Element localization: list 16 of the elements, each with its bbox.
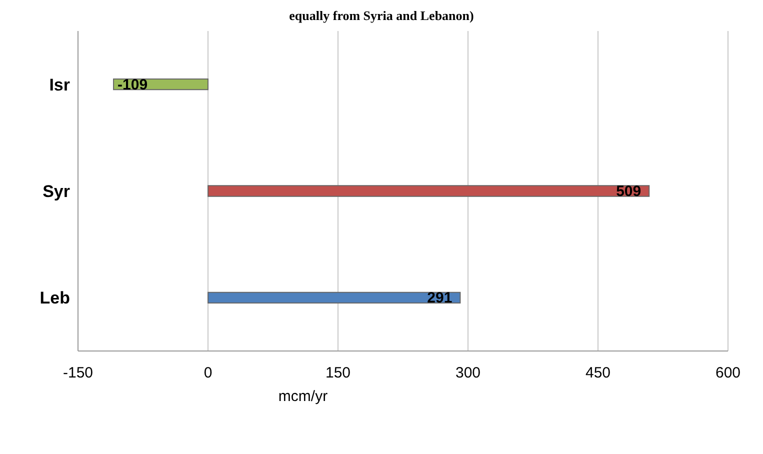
x-tick-label: 150 — [325, 364, 351, 382]
y-tick-label: Isr — [49, 75, 70, 94]
x-tick-label: 450 — [585, 364, 611, 382]
data-label: 291 — [427, 290, 452, 307]
x-tick-label: 0 — [204, 364, 212, 382]
x-tick-label: -150 — [62, 364, 94, 382]
y-tick-label: Syr — [42, 182, 70, 202]
x-tick-label: 300 — [455, 364, 481, 382]
data-label: 509 — [616, 183, 642, 200]
bar — [208, 292, 461, 304]
data-label: -109 — [118, 76, 148, 94]
x-tick-label: 600 — [715, 364, 741, 382]
y-tick-label: Leb — [40, 288, 70, 308]
x-axis-title: mcm/yr — [278, 388, 328, 405]
bar — [208, 185, 650, 197]
chart-title: equally from Syria and Lebanon) — [288, 8, 475, 25]
